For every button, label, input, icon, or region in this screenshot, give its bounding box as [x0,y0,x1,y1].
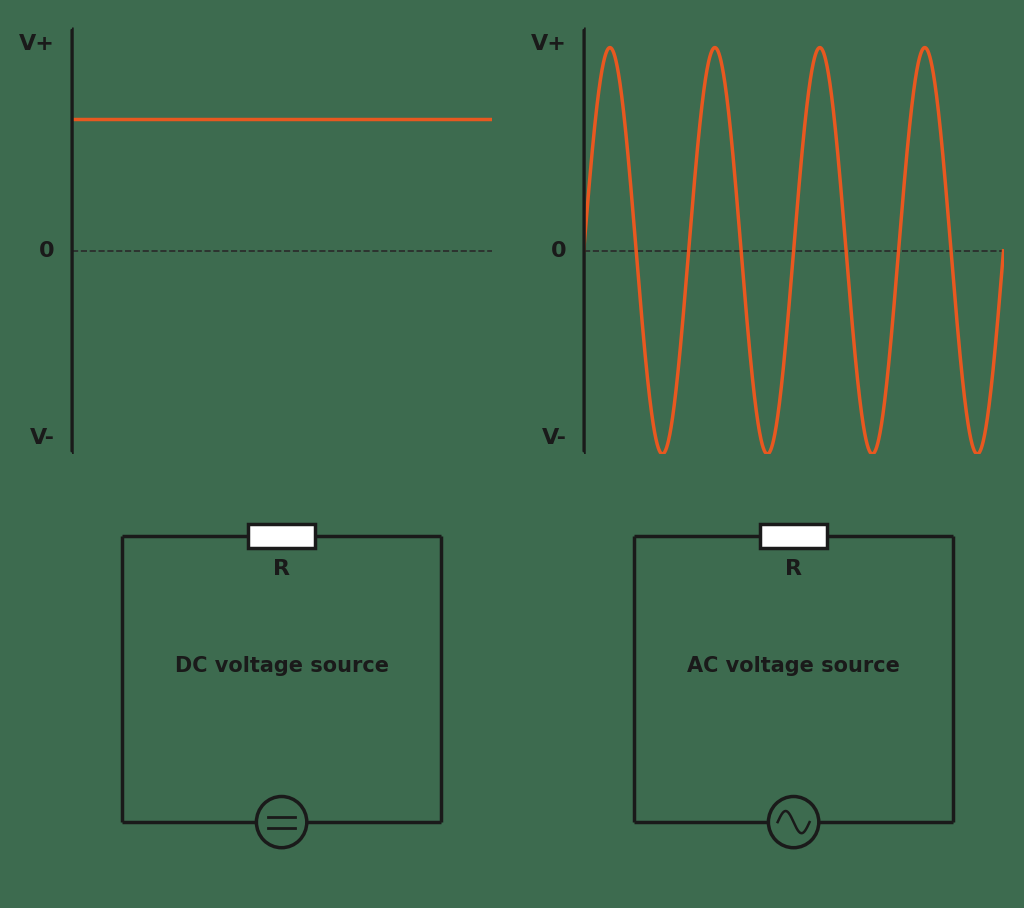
Text: V+: V+ [19,34,55,54]
Circle shape [256,796,307,848]
Text: V-: V- [542,428,567,448]
Bar [248,525,315,548]
Text: 0: 0 [39,241,55,261]
Bar [760,525,827,548]
Text: DC voltage source: DC voltage source [175,656,388,676]
Text: R: R [273,558,290,578]
Text: AC voltage source: AC voltage source [687,656,900,676]
Text: V-: V- [30,428,55,448]
Circle shape [768,796,819,848]
Text: V+: V+ [531,34,567,54]
Text: R: R [785,558,802,578]
Text: 0: 0 [551,241,567,261]
